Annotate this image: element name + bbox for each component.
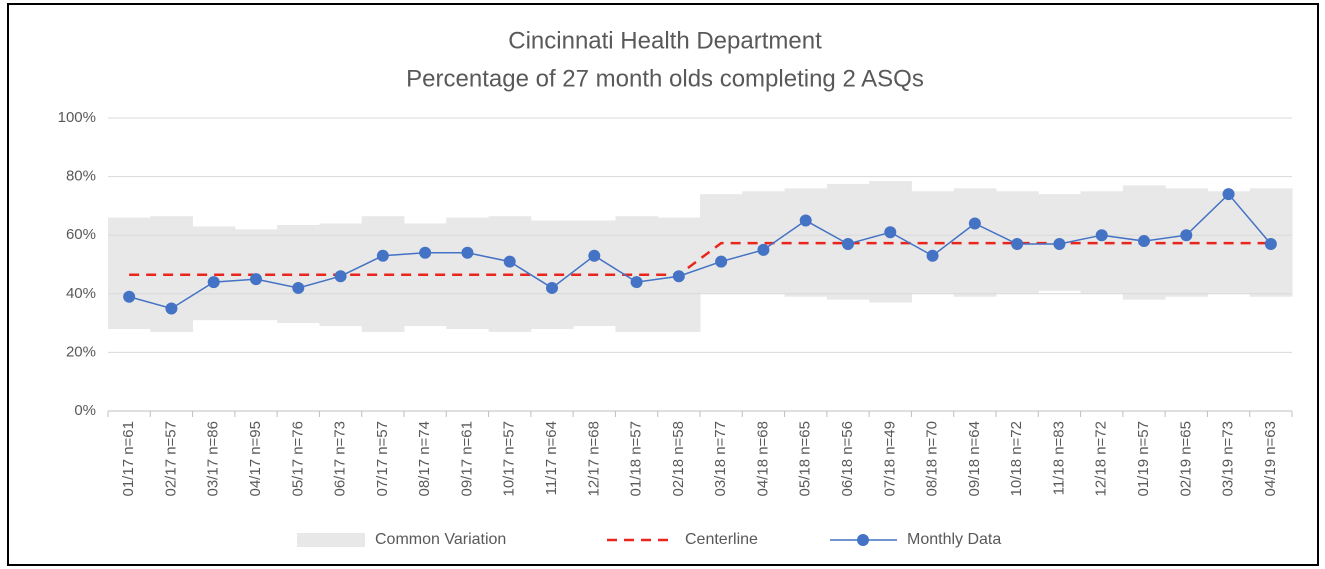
y-tick-label: 0% [74, 402, 96, 419]
variation-band [1165, 188, 1208, 297]
x-tick-label: 11/18 n=83 [1050, 421, 1067, 495]
data-point [1180, 229, 1193, 242]
data-point [165, 302, 178, 315]
data-point [1053, 237, 1066, 250]
data-point [250, 273, 262, 286]
x-tick-label: 04/17 n=95 [247, 421, 264, 497]
x-tick-label: 01/19 n=57 [1135, 421, 1152, 497]
x-tick-label: 03/18 n=77 [712, 421, 729, 497]
variation-band [615, 216, 659, 332]
x-tick-label: 10/18 n=72 [1008, 421, 1025, 497]
chart-title: Cincinnati Health Department [508, 27, 822, 54]
data-point [546, 281, 558, 294]
data-point [1264, 237, 1277, 250]
variation-band [869, 180, 912, 303]
x-tick-label: 12/18 n=72 [1093, 421, 1110, 497]
x-tick-label: 05/18 n=65 [797, 421, 814, 497]
data-point [1095, 229, 1108, 242]
x-tick-label: 07/17 n=57 [374, 421, 391, 497]
data-point [123, 290, 136, 303]
y-tick-label: 60% [66, 226, 96, 243]
data-point [334, 270, 347, 283]
chart-subtitle: Percentage of 27 month olds completing 2… [406, 65, 924, 92]
data-point [292, 281, 305, 294]
data-point [884, 226, 897, 239]
data-point [461, 246, 474, 259]
x-tick-label: 03/19 n=73 [1220, 421, 1237, 497]
x-tick-label: 10/17 n=57 [501, 421, 518, 497]
legend-label: Centerline [685, 531, 758, 548]
data-point [1222, 188, 1235, 201]
data-point [376, 249, 389, 262]
x-tick-label: 02/19 n=65 [1177, 421, 1194, 497]
x-tick-label: 03/17 n=86 [205, 421, 222, 497]
x-tick-label: 08/18 n=70 [924, 421, 941, 497]
x-tick-label: 06/18 n=56 [839, 421, 856, 497]
x-tick-label: 06/17 n=73 [332, 421, 349, 497]
data-point [419, 246, 432, 259]
variation-band [573, 220, 616, 327]
data-point [799, 214, 812, 227]
x-tick-label: 04/19 n=63 [1262, 421, 1279, 497]
x-tick-label: 02/18 n=58 [670, 421, 687, 497]
x-tick-label: 08/17 n=74 [416, 421, 433, 497]
x-tick-label: 09/17 n=61 [458, 421, 475, 497]
variation-band [108, 217, 151, 329]
x-tick-label: 01/18 n=57 [628, 421, 645, 497]
x-tick-label: 02/17 n=57 [162, 421, 179, 497]
data-point [926, 249, 939, 262]
x-tick-label: 11/17 n=64 [543, 421, 560, 495]
data-point [503, 255, 516, 268]
data-point [207, 276, 220, 289]
y-tick-label: 40% [66, 285, 96, 302]
data-line [128, 193, 1272, 310]
data-point [630, 276, 643, 289]
legend-swatch [297, 533, 365, 547]
legend-label: Monthly Data [907, 531, 1001, 548]
data-point [672, 270, 685, 283]
data-point [1138, 235, 1150, 248]
x-tick-label: 07/18 n=49 [881, 421, 898, 497]
data-point [842, 237, 854, 250]
x-tick-label: 05/17 n=76 [289, 421, 306, 497]
data-point [968, 217, 981, 230]
legend-swatch [857, 534, 869, 546]
variation-band [1080, 191, 1124, 294]
variation-band [192, 226, 236, 321]
data-point [757, 243, 770, 256]
data-point [1011, 237, 1024, 250]
legend-label: Common Variation [375, 531, 506, 548]
x-tick-label: 12/17 n=68 [585, 421, 602, 497]
variation-band [446, 217, 490, 329]
x-tick-label: 01/17 n=61 [120, 421, 137, 497]
data-point [588, 249, 601, 262]
x-tick-label: 04/18 n=68 [754, 421, 771, 497]
y-tick-label: 100% [58, 109, 96, 126]
centerline [129, 241, 1271, 277]
y-tick-label: 80% [66, 168, 96, 185]
x-tick-label: 09/18 n=64 [966, 421, 983, 497]
data-point [715, 255, 728, 268]
y-tick-label: 20% [66, 343, 96, 360]
